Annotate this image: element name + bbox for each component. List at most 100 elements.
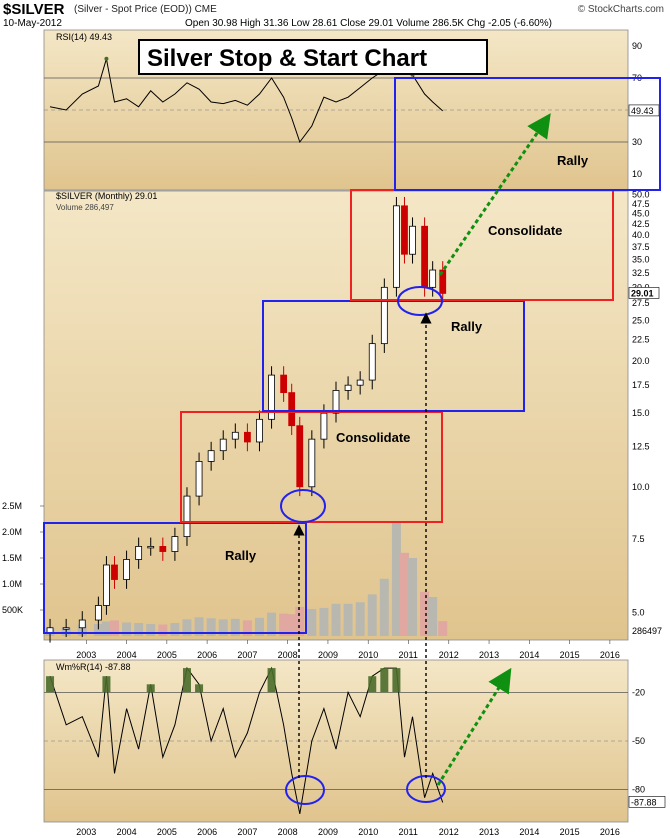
wr-tick-label: -20 [632,687,645,697]
volume-bar [158,624,168,636]
volume-bar [319,607,329,636]
price-xtick-label: 2010 [358,650,378,660]
volume-bar [254,617,264,636]
price-tick-label: 32.5 [632,268,650,278]
bottom-highlight-ellipse [280,489,326,523]
wr-overbought-fill [368,676,377,693]
candle-body [368,343,376,381]
candle-body [231,431,239,440]
volume-bar [438,621,448,636]
price-tick-label: 25.0 [632,315,650,325]
ticker-description: (Silver - Spot Price (EOD)) CME [74,4,217,15]
candle-body [159,546,167,552]
price-xtick-label: 2016 [600,650,620,660]
wr-overbought-fill [267,668,276,693]
candle-body [439,269,447,294]
green-rally-arrow [436,667,512,786]
volume-bar [146,624,156,636]
rsi-tick-label: 30 [632,137,642,147]
quote-line: Open 30.98 High 31.36 Low 28.61 Close 29… [185,18,552,29]
volume-bar [399,552,409,636]
annotation-label: Consolidate [336,430,410,445]
wr-overbought-fill [380,668,389,693]
chart-title: Silver Stop & Start Chart [147,45,427,72]
annotation-label: Consolidate [488,223,562,238]
volume-last-label: 286497 [632,626,662,636]
volume-bar [343,603,353,636]
wr-xtick-label: 2012 [439,827,459,837]
wr-overbought-fill [392,668,401,693]
wr-overbought-fill [146,684,155,693]
wr-overbought-fill [195,684,204,693]
wr-line [49,666,444,814]
wr-legend: Wm%R(14) -87.88 [56,662,131,672]
volume-bar [408,558,418,636]
volume-bar [134,623,144,636]
volume-bar [182,619,192,636]
price-xtick-label: 2014 [519,650,539,660]
candle-body [421,225,429,288]
volume-bar [367,594,377,636]
rsi-tick-label: 10 [632,169,642,179]
candle-body [171,536,179,552]
candle-body [380,286,388,345]
candle-body [243,431,251,443]
wr-xtick-label: 2008 [278,827,298,837]
price-xtick-label: 2005 [157,650,177,660]
volume-tick-label: 1.5M [2,553,22,563]
wr-xtick-label: 2006 [197,827,217,837]
price-xtick-label: 2012 [439,650,459,660]
price-tick-label: 47.5 [632,199,650,209]
candle-body [135,546,143,560]
price-xtick-label: 2003 [76,650,96,660]
annotation-label: Rally [451,319,483,334]
candle-body [296,425,304,488]
volume-bar [170,623,180,636]
price-tick-label: 22.5 [632,335,650,345]
price-xtick-label: 2011 [398,650,417,660]
price-tick-label: 35.0 [632,254,650,264]
candle-body [207,450,215,462]
volume-bar [93,624,103,636]
candle-body [280,374,288,393]
wr-xtick-label: 2007 [237,827,257,837]
wr-overbought-fill [182,668,191,693]
price-xtick-label: 2013 [479,650,499,660]
price-xtick-label: 2006 [197,650,217,660]
volume-bar [379,578,389,636]
wr-xtick-label: 2014 [519,827,539,837]
candle-body [401,205,408,255]
wr-xtick-label: 2011 [398,827,417,837]
wr-overbought-fill [46,676,55,693]
candle-body [62,627,70,630]
quote-date: 10-May-2012 [3,18,62,29]
price-last-label: 29.01 [631,288,654,298]
candle-body [103,564,110,606]
source-credit: © StockCharts.com [577,4,664,15]
candle-body [308,438,316,488]
volume-tick-label: 1.0M [2,579,22,589]
wr-overbought-fill [102,676,111,693]
rsi-last-label: 49.43 [631,106,654,116]
candle-body [344,384,352,391]
annotation-box [43,522,307,634]
bottom-highlight-ellipse [397,286,443,316]
volume-bar [355,602,365,636]
candle-body [195,461,203,497]
volume-bar [287,614,297,636]
green-rally-arrow [438,113,551,276]
wr-xtick-label: 2009 [318,827,338,837]
wr-last-box [628,796,666,808]
volume-tick-label: 500K [2,605,23,615]
wr-last-label: -87.88 [631,797,657,807]
wr-xtick-label: 2013 [479,827,499,837]
volume-bar [295,606,305,636]
candle-body [268,374,275,420]
candle-body [288,392,296,427]
volume-bar [122,622,132,636]
price-tick-label: 50.0 [632,190,650,200]
wr-xtick-label: 2004 [117,827,137,837]
candle-body [409,225,416,255]
price-legend: $SILVER (Monthly) 29.01 [56,191,157,201]
bottom-highlight-ellipse [285,775,325,805]
